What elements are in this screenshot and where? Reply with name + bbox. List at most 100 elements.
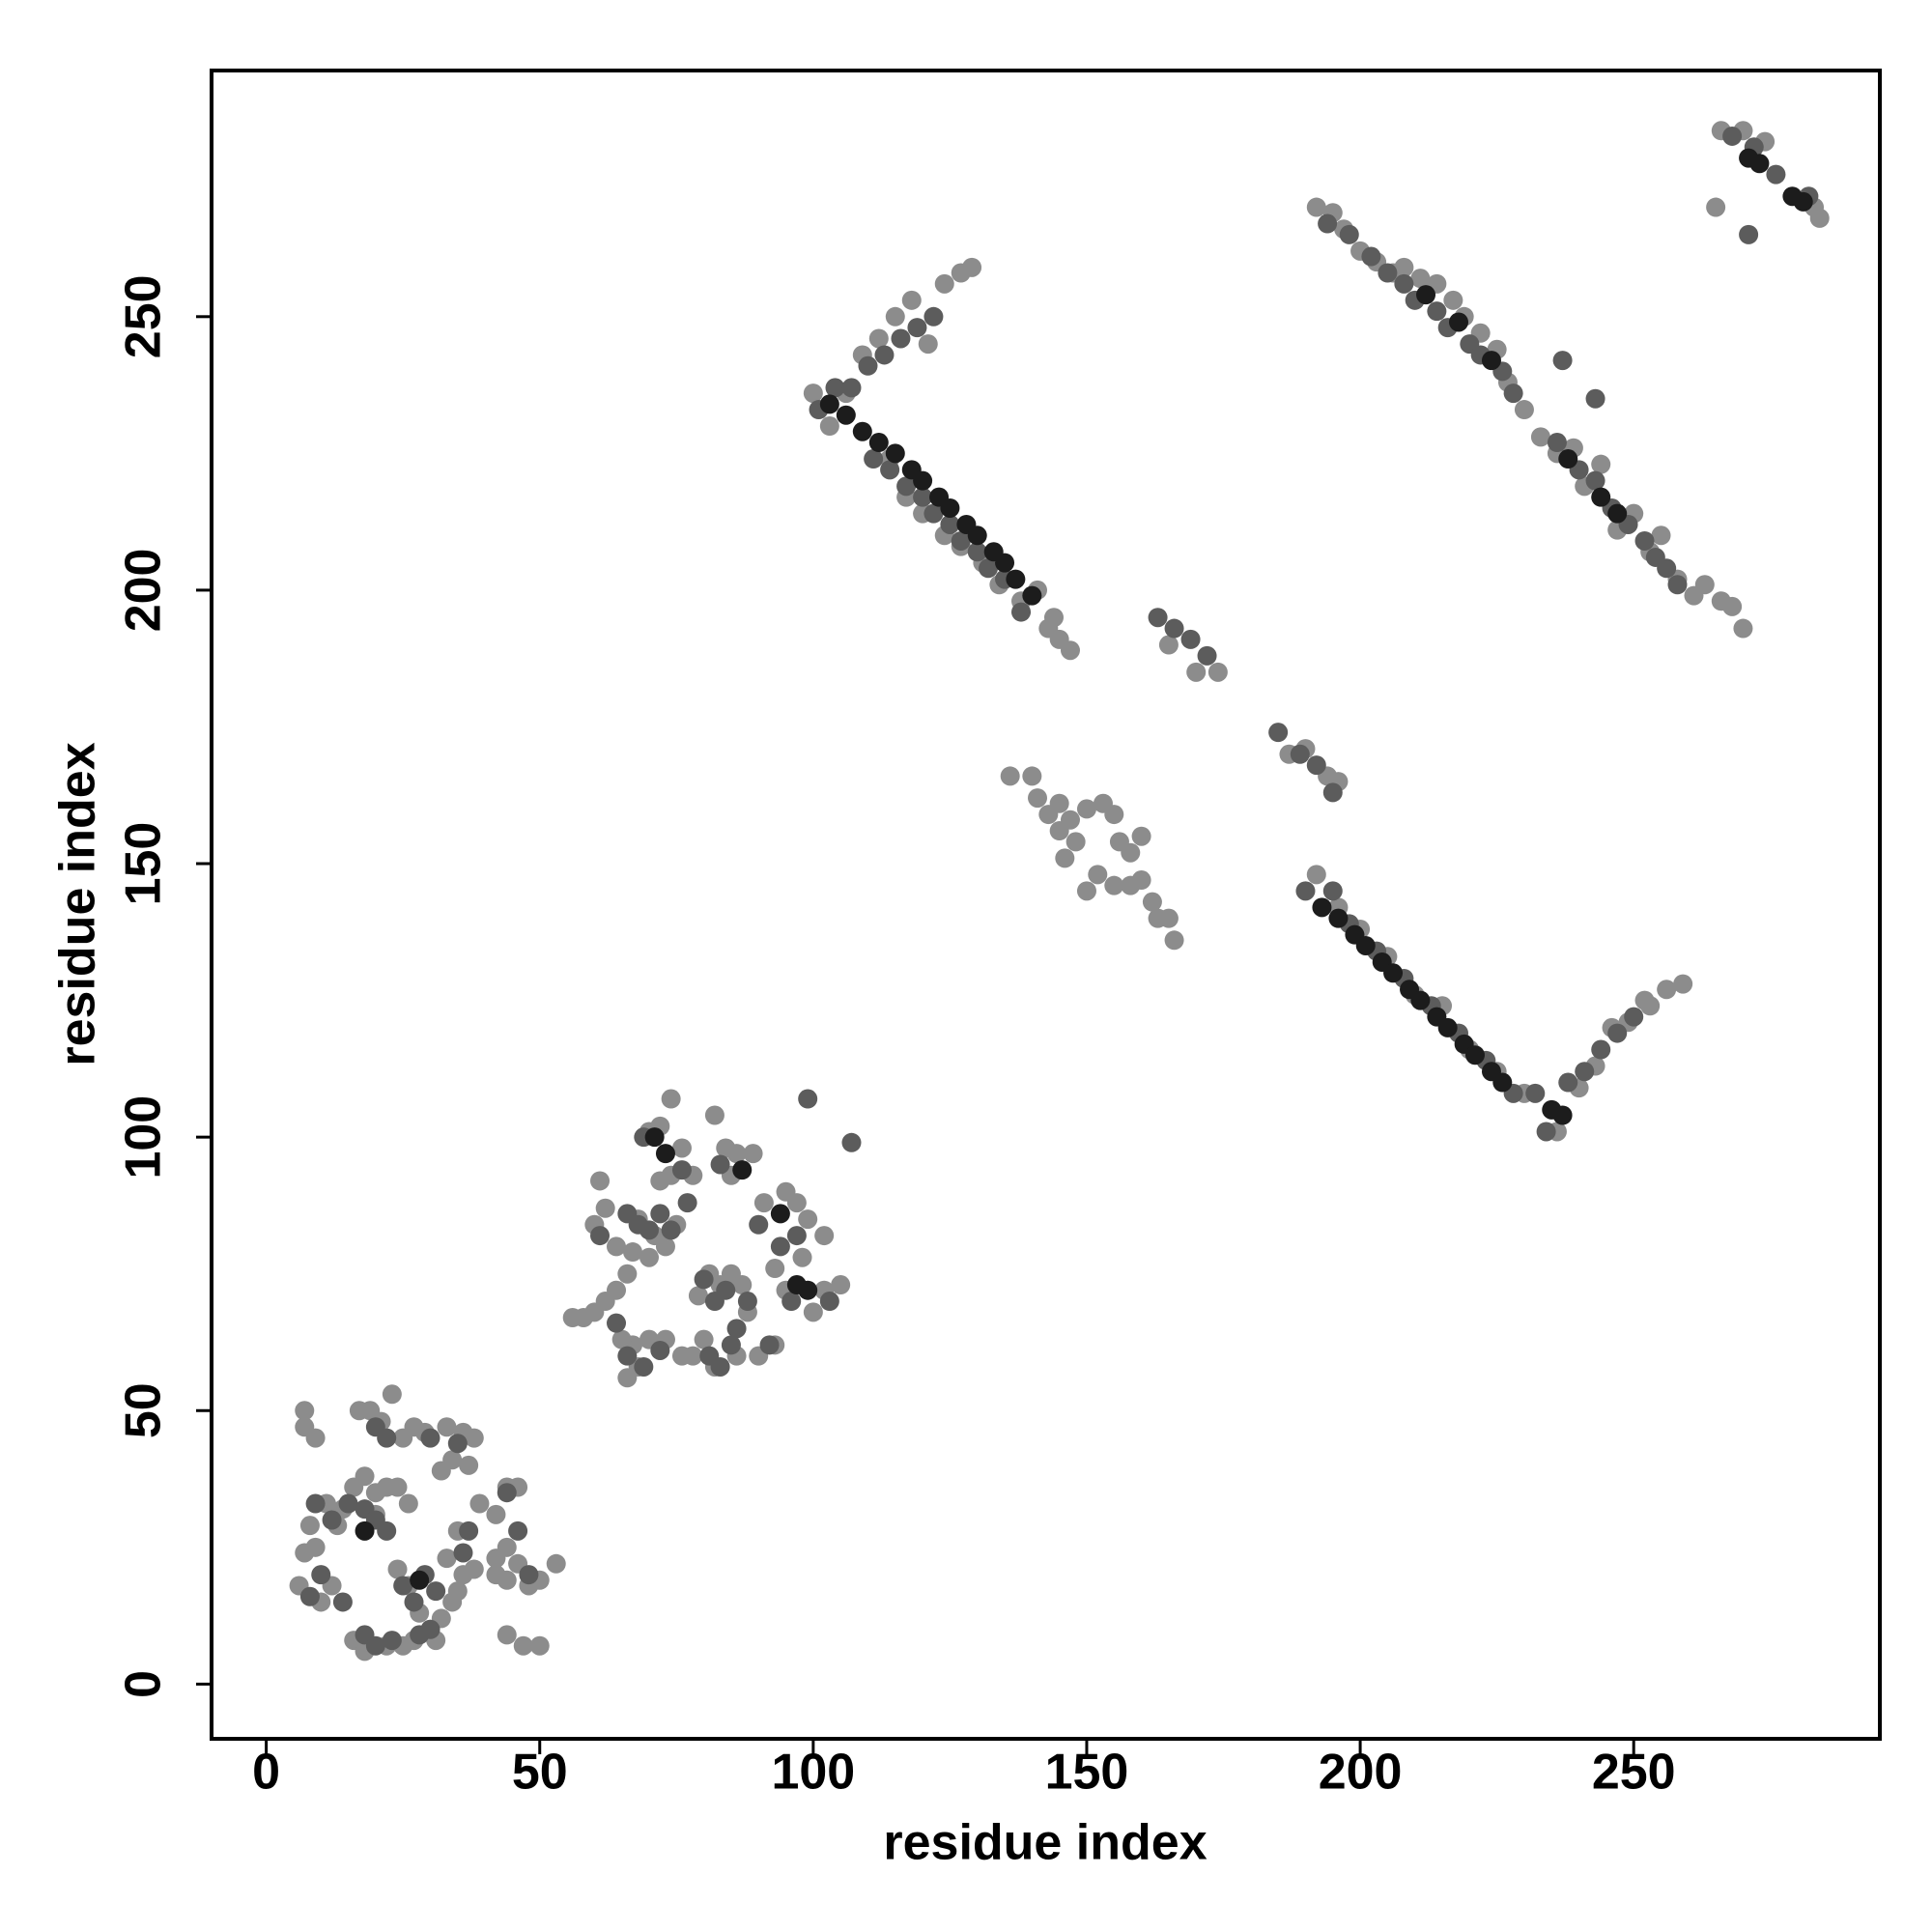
point <box>836 405 856 425</box>
point <box>1290 744 1310 764</box>
point <box>1530 427 1550 447</box>
point <box>1706 197 1726 217</box>
point <box>486 1504 506 1524</box>
point <box>1000 766 1020 786</box>
point <box>721 1335 741 1355</box>
point <box>1180 629 1201 649</box>
point <box>513 1635 533 1656</box>
point <box>393 1576 413 1596</box>
point <box>995 553 1015 573</box>
point <box>1060 640 1080 661</box>
point <box>365 1635 385 1656</box>
point <box>1322 782 1343 803</box>
point <box>1607 1023 1628 1043</box>
point <box>743 1144 763 1164</box>
point <box>1481 351 1501 371</box>
point <box>803 1302 823 1322</box>
point <box>710 1356 730 1377</box>
point <box>688 1286 708 1306</box>
point <box>305 1493 326 1514</box>
point <box>508 1520 528 1541</box>
point <box>880 460 900 480</box>
point <box>382 1631 402 1651</box>
point <box>962 257 982 277</box>
point <box>617 1264 638 1284</box>
point <box>951 530 971 551</box>
point <box>426 1581 446 1602</box>
point <box>831 1275 851 1295</box>
point <box>1722 596 1743 616</box>
point <box>607 1313 627 1333</box>
point <box>1306 197 1326 217</box>
point <box>1552 1105 1573 1125</box>
point <box>1503 384 1523 404</box>
point <box>1558 449 1578 469</box>
point <box>683 1346 703 1366</box>
point <box>1055 848 1075 868</box>
y-tick-label: 0 <box>116 1670 172 1698</box>
point <box>377 1520 397 1541</box>
point <box>1088 865 1108 885</box>
point <box>661 1089 681 1109</box>
point <box>305 1537 326 1557</box>
point <box>617 1346 638 1366</box>
point <box>1394 257 1414 277</box>
point <box>655 1144 675 1164</box>
point <box>1142 892 1162 912</box>
y-tick-label: 150 <box>116 822 172 906</box>
point <box>913 470 933 491</box>
point <box>382 1384 402 1405</box>
point <box>814 1226 835 1246</box>
point <box>770 1236 790 1257</box>
point <box>305 1428 326 1448</box>
point <box>732 1275 753 1295</box>
point <box>913 487 933 507</box>
point <box>1585 470 1605 491</box>
y-tick-label: 100 <box>116 1095 172 1179</box>
point <box>1722 126 1743 146</box>
point <box>1158 908 1179 928</box>
point <box>377 1428 397 1448</box>
point <box>1739 224 1759 244</box>
point <box>864 449 884 469</box>
point <box>726 1319 747 1339</box>
point <box>841 378 862 398</box>
point <box>1410 269 1431 289</box>
point <box>650 1204 670 1224</box>
x-tick-label: 0 <box>252 1745 280 1801</box>
point <box>299 1516 320 1536</box>
point <box>852 421 872 441</box>
x-axis-label: residue index <box>883 1815 1207 1871</box>
point <box>1536 1122 1556 1142</box>
point <box>1197 645 1217 666</box>
point <box>1416 285 1436 305</box>
point <box>1049 793 1069 813</box>
point <box>868 433 889 453</box>
point <box>868 328 889 349</box>
point <box>1104 875 1124 895</box>
point <box>611 1329 632 1350</box>
point <box>1394 273 1414 294</box>
point <box>1585 388 1605 409</box>
point <box>1657 980 1677 1000</box>
point <box>1022 585 1042 606</box>
y-tick-label: 200 <box>116 549 172 633</box>
point <box>447 1434 468 1454</box>
point <box>469 1493 490 1514</box>
point <box>1634 530 1655 551</box>
point <box>901 290 922 310</box>
point <box>622 1242 642 1263</box>
point <box>332 1592 353 1612</box>
x-tick-label: 250 <box>1592 1745 1676 1801</box>
plot-frame <box>210 69 1882 1741</box>
point <box>907 318 927 338</box>
point <box>1591 487 1611 507</box>
point <box>529 1635 550 1656</box>
point <box>1028 788 1048 809</box>
point <box>716 1280 736 1300</box>
point <box>387 1559 408 1579</box>
point <box>671 1138 692 1158</box>
point <box>437 1548 457 1569</box>
point <box>1657 558 1677 579</box>
point <box>1268 723 1289 743</box>
